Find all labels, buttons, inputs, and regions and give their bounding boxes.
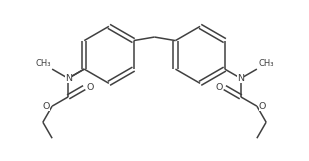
Text: N: N — [65, 74, 72, 83]
Text: CH₃: CH₃ — [258, 59, 274, 68]
Text: O: O — [43, 102, 50, 111]
Text: O: O — [215, 83, 223, 92]
Text: O: O — [86, 83, 94, 92]
Text: CH₃: CH₃ — [35, 59, 51, 68]
Text: N: N — [237, 74, 244, 83]
Text: O: O — [259, 102, 266, 111]
